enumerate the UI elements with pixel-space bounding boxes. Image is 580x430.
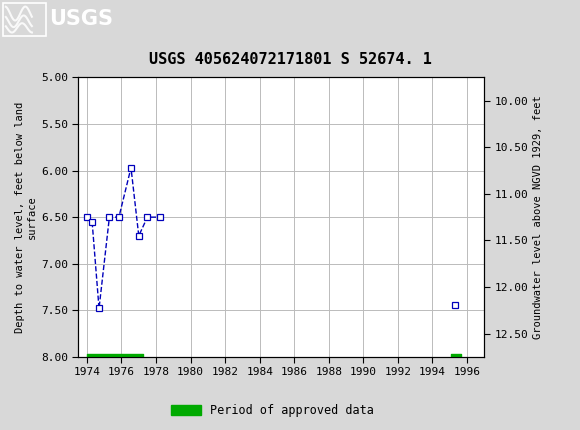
Y-axis label: Groundwater level above NGVD 1929, feet: Groundwater level above NGVD 1929, feet [532,95,543,339]
Text: USGS: USGS [49,9,113,29]
Y-axis label: Depth to water level, feet below land
surface: Depth to water level, feet below land su… [15,101,37,333]
Text: USGS 405624072171801 S 52674. 1: USGS 405624072171801 S 52674. 1 [148,52,432,67]
Legend: Period of approved data: Period of approved data [166,399,379,422]
